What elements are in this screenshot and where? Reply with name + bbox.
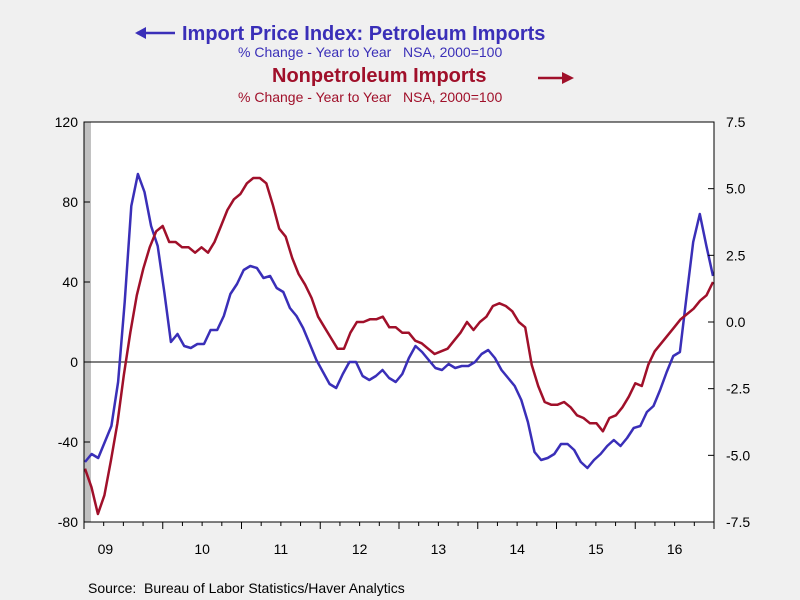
x-tick-label: 10 bbox=[194, 541, 210, 557]
right-tick-label: 2.5 bbox=[726, 247, 746, 263]
left-tick-label: -80 bbox=[58, 514, 78, 530]
right-series-title-group: Nonpetroleum Imports % Change - Year to … bbox=[238, 65, 574, 105]
x-tick-label: 14 bbox=[509, 541, 525, 557]
right-tick-label: 7.5 bbox=[726, 114, 746, 130]
left-arrow-head bbox=[135, 27, 146, 39]
left-tick-label: 120 bbox=[55, 114, 79, 130]
right-tick-label: -5.0 bbox=[726, 447, 750, 463]
left-tick-label: 80 bbox=[62, 194, 78, 210]
left-series-title-group: Import Price Index: Petroleum Imports % … bbox=[135, 23, 545, 60]
petroleum-series-line bbox=[84, 172, 715, 470]
recession-shade-group bbox=[84, 122, 91, 522]
left-axis: 120 80 40 0 -40 -80 bbox=[55, 114, 90, 530]
left-tick-label: -40 bbox=[58, 434, 78, 450]
x-axis: 09 10 11 12 13 14 15 16 bbox=[83, 522, 715, 557]
x-tick-label: 15 bbox=[588, 541, 604, 557]
left-series-title: Import Price Index: Petroleum Imports bbox=[182, 23, 545, 45]
x-tick-label: 09 bbox=[98, 541, 114, 557]
series-lines bbox=[83, 172, 715, 516]
right-series-title: Nonpetroleum Imports bbox=[272, 65, 486, 87]
x-tick-label: 11 bbox=[274, 541, 289, 557]
right-tick-label: 5.0 bbox=[726, 181, 746, 197]
left-tick-label: 40 bbox=[62, 274, 78, 290]
right-series-subtitle: % Change - Year to Year NSA, 2000=100 bbox=[238, 89, 502, 105]
source-note: Source: Bureau of Labor Statistics/Haver… bbox=[88, 580, 405, 596]
nonpetroleum-series-line bbox=[83, 176, 715, 516]
right-axis: 7.5 5.0 2.5 0.0 -2.5 -5.0 -7.5 bbox=[708, 114, 750, 530]
right-tick-label: -2.5 bbox=[726, 381, 750, 397]
right-tick-label: -7.5 bbox=[726, 514, 750, 530]
plot-area bbox=[83, 121, 715, 523]
right-arrow-head bbox=[562, 72, 574, 84]
recession-shade bbox=[84, 122, 91, 522]
x-tick-label: 12 bbox=[352, 541, 368, 557]
right-tick-label: 0.0 bbox=[726, 314, 746, 330]
left-series-subtitle: % Change - Year to Year NSA, 2000=100 bbox=[238, 44, 502, 60]
x-tick-label: 16 bbox=[667, 541, 683, 557]
left-tick-label: 0 bbox=[70, 354, 78, 370]
x-tick-label: 13 bbox=[431, 541, 447, 557]
